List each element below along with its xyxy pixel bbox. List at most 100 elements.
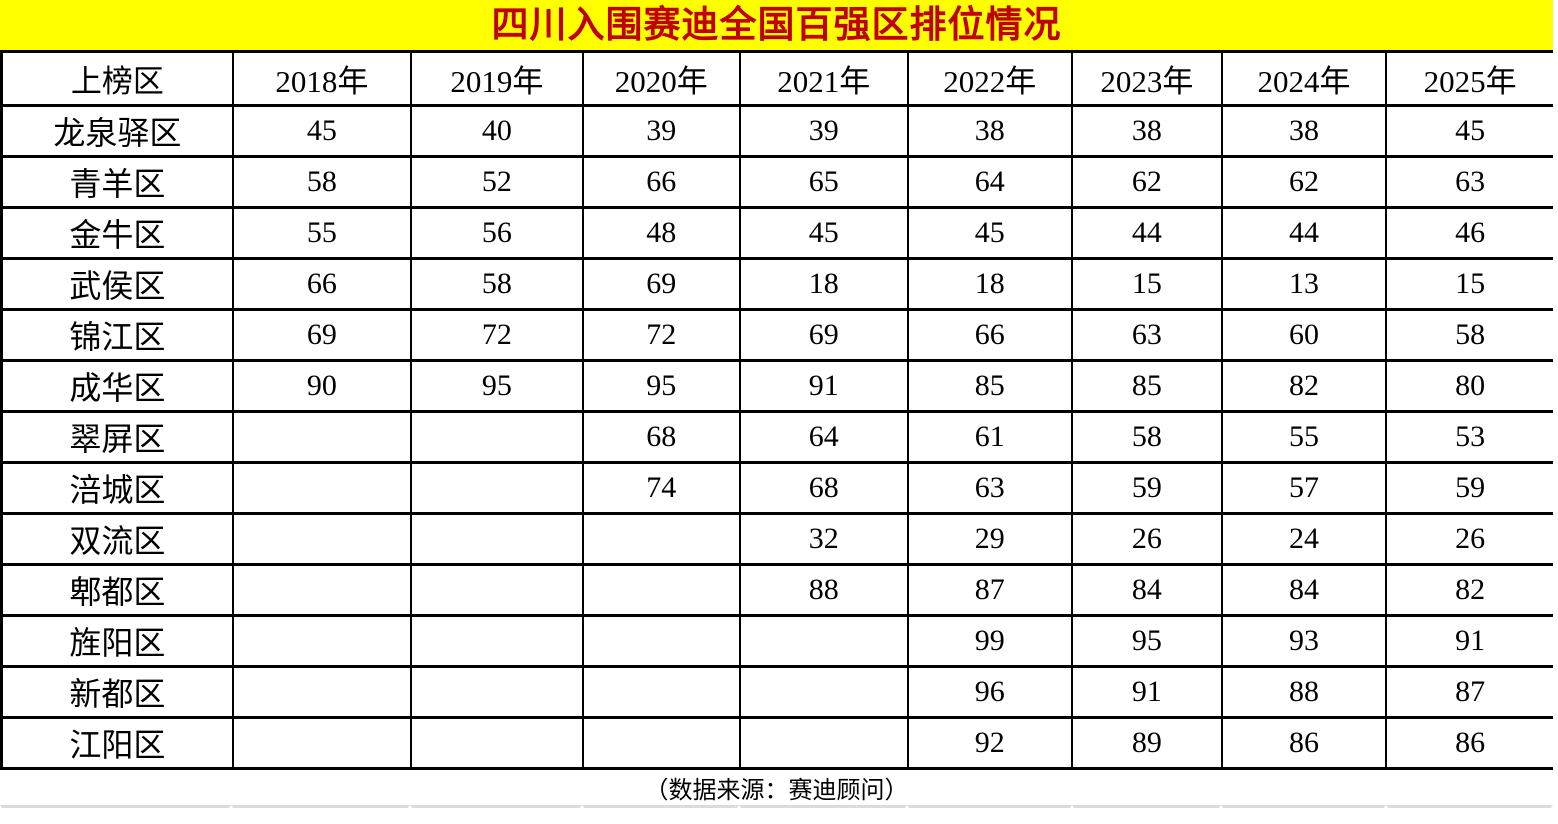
table-row: 武侯区 66 58 69 18 18 15 13 15 xyxy=(0,257,1553,311)
district-name-cell: 旌阳区 xyxy=(0,614,234,668)
rank-cell xyxy=(581,614,742,668)
rank-cell: 63 xyxy=(906,461,1074,515)
rank-cell: 68 xyxy=(581,410,742,464)
rank-cell xyxy=(581,563,742,617)
rank-cell: 63 xyxy=(1071,308,1223,362)
rank-cell: 26 xyxy=(1071,512,1223,566)
table-row: 郫都区 88 87 84 84 82 xyxy=(0,563,1553,617)
rank-cell xyxy=(410,563,584,617)
gridline-segment xyxy=(1071,805,1222,814)
rank-cell: 66 xyxy=(581,155,742,209)
rank-cell: 64 xyxy=(906,155,1074,209)
district-name-cell: 双流区 xyxy=(0,512,234,566)
rank-cell xyxy=(231,665,413,719)
rank-cell: 58 xyxy=(1385,308,1553,362)
rank-cell: 72 xyxy=(410,308,584,362)
rank-cell: 62 xyxy=(1220,155,1388,209)
rank-cell: 90 xyxy=(231,359,413,413)
rank-cell xyxy=(581,665,742,719)
rank-cell: 95 xyxy=(1071,614,1223,668)
rank-cell: 91 xyxy=(739,359,909,413)
district-name-cell: 龙泉驿区 xyxy=(0,104,234,158)
ranking-table: 上榜区 2018年 2019年 2020年 2021年 2022年 2023年 2024年 20… xyxy=(0,50,1553,770)
rank-cell: 68 xyxy=(739,461,909,515)
rank-cell: 26 xyxy=(1385,512,1553,566)
rank-cell: 56 xyxy=(410,206,584,260)
table-title-band: 四川入围赛迪全国百强区排位情况 xyxy=(0,0,1553,50)
rank-cell: 29 xyxy=(906,512,1074,566)
year-header-cell: 2023年 xyxy=(1071,50,1223,107)
rank-cell xyxy=(231,614,413,668)
rank-cell: 95 xyxy=(410,359,584,413)
district-name-cell: 成华区 xyxy=(0,359,234,413)
rank-cell: 84 xyxy=(1071,563,1223,617)
rank-cell: 95 xyxy=(581,359,742,413)
district-name-cell: 青羊区 xyxy=(0,155,234,209)
table-row: 成华区 90 95 95 91 85 85 82 80 xyxy=(0,359,1553,413)
table-row: 双流区 32 29 26 24 26 xyxy=(0,512,1553,566)
rank-cell xyxy=(739,716,909,770)
rank-cell: 39 xyxy=(581,104,742,158)
gridline-segment xyxy=(739,805,907,814)
district-name-cell: 新都区 xyxy=(0,665,234,719)
table-row: 江阳区 92 89 86 86 xyxy=(0,716,1553,770)
rank-cell: 74 xyxy=(581,461,742,515)
rank-cell: 92 xyxy=(906,716,1074,770)
rank-cell: 58 xyxy=(1071,410,1223,464)
rank-cell: 18 xyxy=(739,257,909,311)
rank-cell: 91 xyxy=(1071,665,1223,719)
gridline-segment xyxy=(581,805,740,814)
rank-cell xyxy=(410,665,584,719)
rank-cell: 13 xyxy=(1220,257,1388,311)
rank-cell xyxy=(410,716,584,770)
rank-cell: 86 xyxy=(1220,716,1388,770)
rank-cell: 91 xyxy=(1385,614,1553,668)
rank-cell xyxy=(231,716,413,770)
rank-cell: 59 xyxy=(1071,461,1223,515)
rank-cell: 88 xyxy=(739,563,909,617)
rank-cell: 53 xyxy=(1385,410,1553,464)
gridline-segment xyxy=(906,805,1072,814)
rank-cell: 18 xyxy=(906,257,1074,311)
rank-cell: 57 xyxy=(1220,461,1388,515)
year-header-cell: 2018年 xyxy=(231,50,413,107)
rank-cell: 86 xyxy=(1385,716,1553,770)
rank-cell: 66 xyxy=(906,308,1074,362)
header-row: 上榜区 2018年 2019年 2020年 2021年 2022年 2023年 2024年 20… xyxy=(0,50,1553,107)
district-name-cell: 武侯区 xyxy=(0,257,234,311)
table-row: 旌阳区 99 95 93 91 xyxy=(0,614,1553,668)
rank-cell: 99 xyxy=(906,614,1074,668)
rank-cell: 87 xyxy=(906,563,1074,617)
table-row: 新都区 96 91 88 87 xyxy=(0,665,1553,719)
rank-cell: 40 xyxy=(410,104,584,158)
rank-cell: 63 xyxy=(1385,155,1553,209)
rank-cell xyxy=(410,410,584,464)
rank-cell: 58 xyxy=(231,155,413,209)
district-name-cell: 翠屏区 xyxy=(0,410,234,464)
rank-cell xyxy=(581,512,742,566)
rank-cell: 48 xyxy=(581,206,742,260)
table-row: 青羊区 58 52 66 65 64 62 62 63 xyxy=(0,155,1553,209)
year-header-cell: 2021年 xyxy=(739,50,909,107)
rank-cell: 45 xyxy=(231,104,413,158)
rank-cell: 69 xyxy=(581,257,742,311)
bottom-gridline-strip xyxy=(0,805,1553,814)
rank-cell: 15 xyxy=(1071,257,1223,311)
district-name-cell: 郫都区 xyxy=(0,563,234,617)
rank-cell: 24 xyxy=(1220,512,1388,566)
rank-cell: 59 xyxy=(1385,461,1553,515)
gridline-segment xyxy=(1221,805,1386,814)
rank-cell: 64 xyxy=(739,410,909,464)
rank-cell xyxy=(231,563,413,617)
rank-cell: 85 xyxy=(1071,359,1223,413)
table-row: 锦江区 69 72 72 69 66 63 60 58 xyxy=(0,308,1553,362)
rank-cell xyxy=(410,461,584,515)
rank-cell: 45 xyxy=(1385,104,1553,158)
rank-cell: 72 xyxy=(581,308,742,362)
rank-cell xyxy=(410,614,584,668)
rank-cell: 84 xyxy=(1220,563,1388,617)
table-row: 金牛区 55 56 48 45 45 44 44 46 xyxy=(0,206,1553,260)
district-name-cell: 锦江区 xyxy=(0,308,234,362)
rank-cell: 61 xyxy=(906,410,1074,464)
